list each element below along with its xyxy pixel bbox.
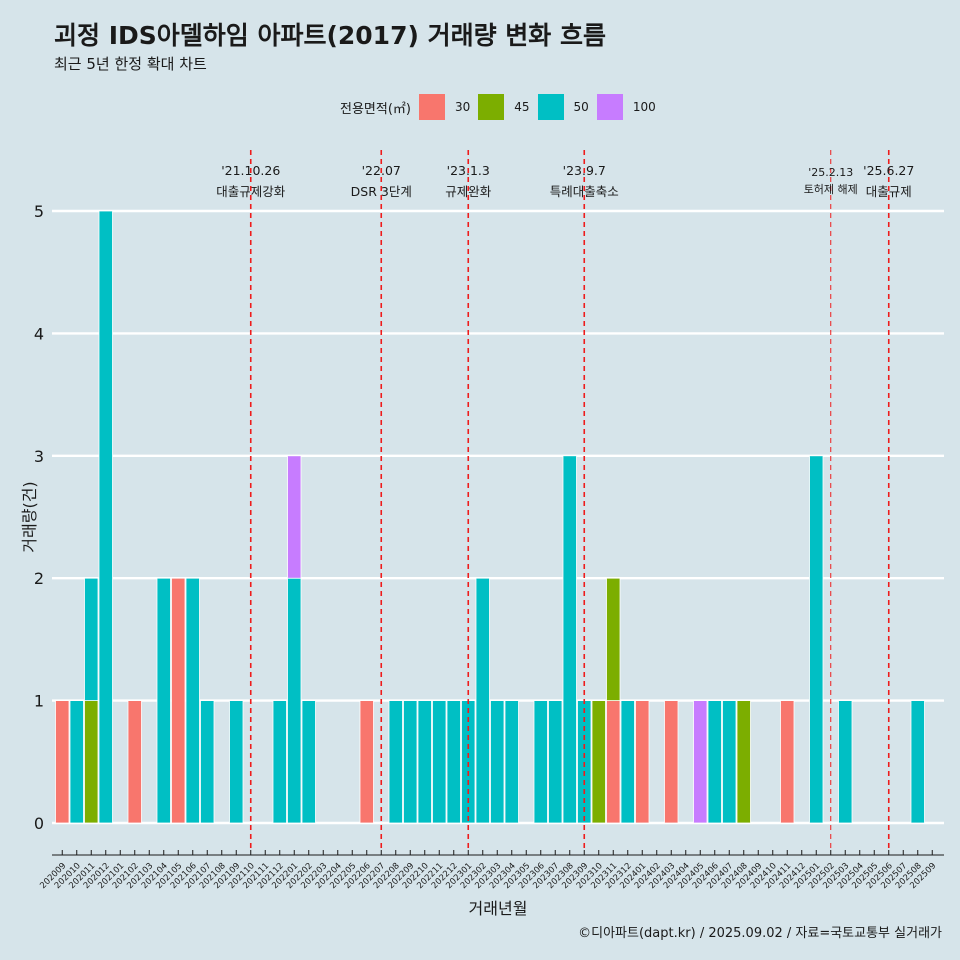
legend-item-50: 50	[537, 94, 589, 120]
y-tick-label: 2	[34, 569, 44, 588]
bar-202405-100	[693, 700, 708, 824]
bar-202211-50	[432, 700, 447, 824]
bar-202312-50	[620, 700, 635, 824]
bar-202311-30	[606, 700, 621, 824]
event-date-202502: '25.2.13	[808, 166, 853, 179]
legend-label-50: 50	[573, 100, 589, 114]
event-date-202207: '22.07	[362, 163, 401, 178]
y-tick-label: 3	[34, 447, 44, 466]
bar-202201-100	[287, 455, 302, 579]
bar-202311-45	[606, 577, 621, 702]
legend-swatch-45	[478, 94, 505, 120]
legend-label-100: 100	[632, 100, 656, 114]
bar-202109-50	[229, 700, 244, 824]
event-label-202506: 대출규제	[866, 184, 912, 199]
bar-202102-30	[127, 700, 142, 824]
x-axis-title: 거래년월	[469, 899, 528, 918]
legend-title: 전용면적(㎡)	[340, 101, 411, 117]
event-label-202502: 토허제 해제	[804, 182, 858, 196]
bar-202408-45	[736, 700, 751, 824]
bar-202012-50	[98, 210, 113, 824]
bar-202304-50	[504, 700, 519, 824]
bar-202201-50	[287, 577, 302, 824]
bar-202210-50	[417, 700, 432, 824]
y-axis-title: 거래량(건)	[20, 481, 39, 552]
event-label-202309: 특례대출축소	[550, 184, 619, 199]
bar-202202-50	[301, 700, 316, 824]
bar-202302-50	[475, 577, 490, 824]
bar-202407-50	[722, 700, 737, 824]
bar-202308-50	[562, 455, 577, 824]
legend-label-45: 45	[514, 100, 530, 114]
bar-202406-50	[707, 700, 722, 824]
event-label-202207: DSR 3단계	[351, 184, 412, 199]
bar-202401-30	[635, 700, 650, 824]
event-date-202506: '25.6.27	[863, 163, 914, 178]
bar-202107-50	[200, 700, 215, 824]
bar-202208-50	[388, 700, 403, 824]
bar-202503-50	[838, 700, 853, 824]
bar-202508-50	[910, 700, 925, 824]
legend-swatch-30	[418, 94, 445, 120]
chart-title: 괴정 IDS아델하임 아파트(2017) 거래량 변화 흐름	[54, 21, 607, 50]
bar-202212-50	[446, 700, 461, 824]
legend-item-30: 30	[418, 94, 471, 120]
bar-202209-50	[403, 700, 418, 824]
bar-202307-50	[548, 700, 563, 824]
event-date-202301: '23.1.3	[447, 163, 490, 178]
event-label-202301: 규제완화	[445, 184, 492, 199]
bar-202501-50	[809, 455, 824, 824]
bar-202010-50	[69, 700, 84, 824]
bar-202104-50	[156, 577, 171, 824]
caption: ©디아파트(dapt.kr) / 2025.09.02 / 자료=국토교통부 실…	[578, 926, 942, 941]
bar-202403-30	[664, 700, 679, 824]
legend: 전용면적(㎡) 30 45 50 100	[340, 93, 664, 121]
bar-202112-50	[272, 700, 287, 824]
legend-swatch-50	[537, 94, 564, 120]
bar-202303-50	[490, 700, 505, 824]
y-tick-label: 0	[34, 814, 44, 833]
event-label-202110: 대출규제강화	[216, 184, 286, 199]
legend-item-45: 45	[478, 94, 530, 120]
event-date-202309: '23.9.7	[563, 163, 606, 178]
chart-subtitle: 최근 5년 한정 확대 차트	[54, 55, 207, 73]
y-tick-label: 4	[34, 324, 44, 343]
bar-202009-30	[55, 700, 70, 824]
bar-202206-30	[359, 700, 374, 824]
y-tick-label: 5	[34, 202, 44, 221]
bar-202310-45	[591, 700, 606, 824]
bar-202106-50	[185, 577, 200, 824]
bar-202105-30	[171, 577, 186, 824]
legend-label-30: 30	[454, 100, 471, 114]
bar-202011-50	[84, 577, 99, 702]
legend-swatch-100	[596, 94, 623, 120]
legend-item-100: 100	[596, 94, 656, 120]
bar-202411-30	[780, 700, 795, 824]
event-date-202110: '21.10.26	[221, 163, 280, 178]
bar-202306-50	[533, 700, 548, 824]
y-tick-label: 1	[34, 692, 44, 711]
bar-202011-45	[84, 700, 99, 824]
